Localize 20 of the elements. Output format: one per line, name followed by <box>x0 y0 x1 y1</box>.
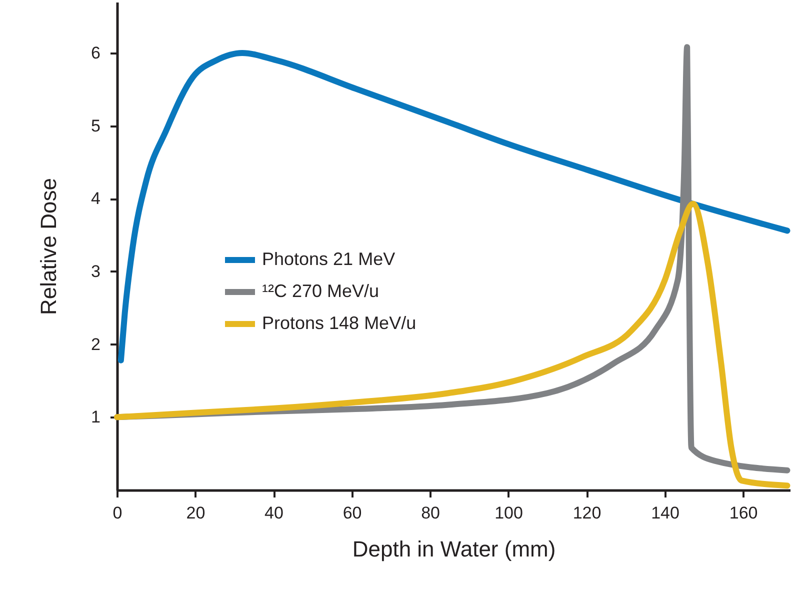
x-tick-label: 0 <box>112 504 122 522</box>
x-tick-label: 120 <box>572 504 602 522</box>
y-axis-title: Relative Dose <box>36 178 62 315</box>
y-tick-label: 2 <box>91 334 100 354</box>
y-tick-label: 5 <box>91 116 100 136</box>
x-tick-label: 160 <box>729 504 758 522</box>
legend-label: Photons 21 MeV <box>262 249 396 269</box>
legend-label: Protons 148 MeV/u <box>262 313 416 333</box>
x-tick-label: 80 <box>421 504 440 522</box>
x-tick-label: 20 <box>186 504 206 522</box>
y-tick-label: 1 <box>91 408 100 427</box>
legend-label: ¹²C 270 MeV/u <box>262 281 380 301</box>
y-tick-label: 6 <box>91 43 100 62</box>
x-axis-title: Depth in Water (mm) <box>352 536 556 562</box>
y-tick-label: 4 <box>91 189 100 208</box>
x-tick-label: 40 <box>264 504 284 522</box>
x-tick-label: 100 <box>494 504 523 522</box>
y-tick-label: 3 <box>91 262 100 281</box>
x-tick-label: 60 <box>342 504 362 522</box>
x-tick-label: 140 <box>651 504 680 522</box>
